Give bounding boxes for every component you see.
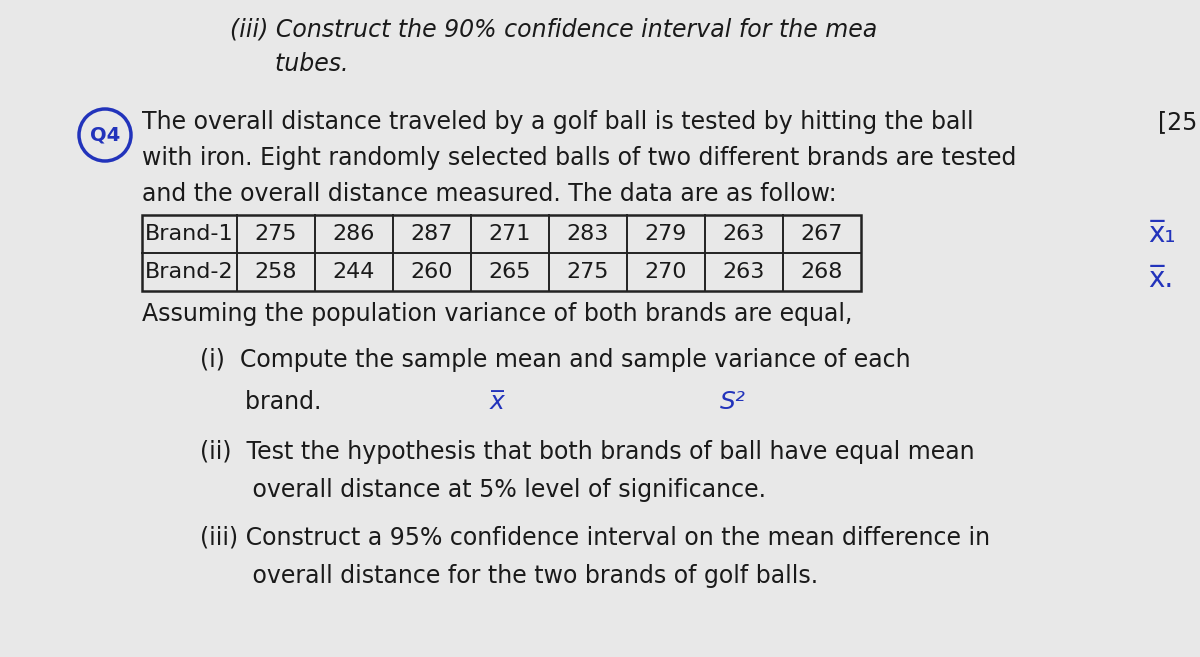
- Text: brand.: brand.: [200, 390, 322, 414]
- Text: 260: 260: [410, 262, 454, 282]
- Text: 270: 270: [644, 262, 688, 282]
- Text: Assuming the population variance of both brands are equal,: Assuming the population variance of both…: [142, 302, 852, 326]
- Text: Brand-1: Brand-1: [145, 224, 234, 244]
- Text: 258: 258: [254, 262, 298, 282]
- Text: S²: S²: [720, 390, 746, 414]
- Text: Brand-2: Brand-2: [145, 262, 234, 282]
- Text: 283: 283: [566, 224, 610, 244]
- Text: The overall distance traveled by a golf ball is tested by hitting the ball: The overall distance traveled by a golf …: [142, 110, 973, 134]
- Text: 265: 265: [488, 262, 532, 282]
- Text: 286: 286: [332, 224, 376, 244]
- Text: (i)  Compute the sample mean and sample variance of each: (i) Compute the sample mean and sample v…: [200, 348, 911, 372]
- Text: overall distance for the two brands of golf balls.: overall distance for the two brands of g…: [200, 564, 818, 588]
- Text: 263: 263: [722, 224, 766, 244]
- Text: tubes.: tubes.: [230, 52, 348, 76]
- Text: (iii) Construct a 95% confidence interval on the mean difference in: (iii) Construct a 95% confidence interva…: [200, 526, 990, 550]
- Text: x̅: x̅: [490, 390, 505, 414]
- Text: 244: 244: [332, 262, 376, 282]
- Text: x̅₁: x̅₁: [1148, 220, 1176, 248]
- Text: 263: 263: [722, 262, 766, 282]
- Text: (iii) Construct the 90% confidence interval for the mea: (iii) Construct the 90% confidence inter…: [230, 18, 877, 42]
- Text: 287: 287: [410, 224, 454, 244]
- Text: x̅.: x̅.: [1148, 265, 1174, 293]
- Text: 267: 267: [800, 224, 844, 244]
- Text: 275: 275: [566, 262, 610, 282]
- Text: with iron. Eight randomly selected balls of two different brands are tested: with iron. Eight randomly selected balls…: [142, 146, 1016, 170]
- Text: 271: 271: [488, 224, 532, 244]
- Text: 268: 268: [800, 262, 844, 282]
- Text: (ii)  Test the hypothesis that both brands of ball have equal mean: (ii) Test the hypothesis that both brand…: [200, 440, 974, 464]
- Text: overall distance at 5% level of significance.: overall distance at 5% level of signific…: [200, 478, 766, 502]
- Text: [25: [25: [1158, 110, 1198, 134]
- Bar: [142, 215, 862, 291]
- Text: Q4: Q4: [90, 125, 120, 145]
- Text: 279: 279: [644, 224, 688, 244]
- Text: and the overall distance measured. The data are as follow:: and the overall distance measured. The d…: [142, 182, 836, 206]
- Text: 275: 275: [254, 224, 298, 244]
